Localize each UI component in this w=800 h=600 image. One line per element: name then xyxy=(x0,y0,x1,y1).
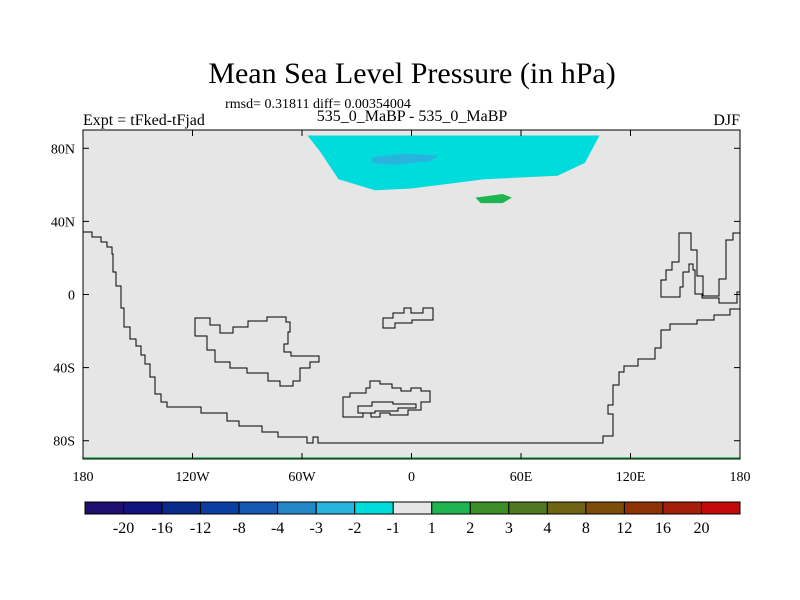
y-tick-label: 80S xyxy=(53,435,75,450)
x-tick-label: 0 xyxy=(408,470,415,485)
colorbar-label: 12 xyxy=(616,520,632,537)
colorbar-swatch xyxy=(315,501,356,515)
contour-region-2 xyxy=(475,194,512,204)
contour-region-1 xyxy=(371,153,439,165)
colorbar-swatch xyxy=(354,501,394,515)
colorbar-label: 3 xyxy=(505,520,513,537)
colorbar-label: -4 xyxy=(271,520,284,537)
colorbar-swatch xyxy=(161,501,202,515)
colorbar-label: 2 xyxy=(466,520,474,537)
x-axis: 180 120W 60W 0 60E 120E 180 xyxy=(73,130,751,485)
x-tick-label: 180 xyxy=(730,470,751,485)
colorbar-swatch xyxy=(200,501,240,515)
coastlines xyxy=(83,231,740,444)
stats-line: rmsd= 0.31811 diff= 0.00354004 xyxy=(225,97,411,112)
colorbar-label: 4 xyxy=(543,520,551,537)
x-tick-label: 120E xyxy=(616,470,646,485)
colorbar-swatch xyxy=(508,501,548,515)
colorbar-label: 20 xyxy=(693,520,709,537)
y-tick-label: 0 xyxy=(68,289,75,304)
colorbar-swatch xyxy=(469,501,510,515)
colorbar-swatch xyxy=(431,501,471,515)
colorbar-label: -8 xyxy=(232,520,245,537)
x-tick-label: 60W xyxy=(288,470,316,485)
colorbar-label: -16 xyxy=(151,520,172,537)
colorbar-label: 1 xyxy=(428,520,436,537)
colorbar-label: -20 xyxy=(113,520,134,537)
colorbar-label: -3 xyxy=(310,520,323,537)
season-label: DJF xyxy=(713,112,740,129)
colorbar-label: -2 xyxy=(348,520,361,537)
contour-region-0 xyxy=(307,135,600,191)
colorbar-swatch xyxy=(662,501,702,515)
y-tick-label: 40N xyxy=(51,215,75,230)
colorbar-swatch xyxy=(84,501,125,515)
colorbar-swatch xyxy=(123,501,163,515)
colorbar-label: -1 xyxy=(387,520,400,537)
colorbar: -20 -16 -12 -8 -4 -3 -2 -1 1 2 3 4 8 12 16 20 xyxy=(84,501,741,537)
colorbar-swatch xyxy=(238,501,279,515)
y-tick-label: 40S xyxy=(53,362,75,377)
x-tick-label: 120W xyxy=(175,470,210,485)
colorbar-swatch xyxy=(546,501,587,515)
colorbar-swatch xyxy=(623,501,664,515)
experiment-label: Expt = tFked-tFjad xyxy=(83,112,205,129)
chart-title: Mean Sea Level Pressure (in hPa) xyxy=(208,57,615,90)
colorbar-label: 16 xyxy=(655,520,671,537)
x-tick-label: 60E xyxy=(510,470,533,485)
colorbar-swatch xyxy=(277,501,317,515)
colorbar-swatch xyxy=(392,501,433,515)
colorbar-swatch xyxy=(585,501,625,515)
center-label: 535_0_MaBP - 535_0_MaBP xyxy=(317,108,508,125)
colorbar-label: 8 xyxy=(582,520,590,537)
colorbar-label: -12 xyxy=(190,520,211,537)
x-tick-label: 180 xyxy=(73,470,94,485)
colorbar-swatch xyxy=(700,501,741,515)
y-axis: 80N 40N 0 40S 80S xyxy=(51,142,740,450)
y-tick-label: 80N xyxy=(51,142,75,157)
